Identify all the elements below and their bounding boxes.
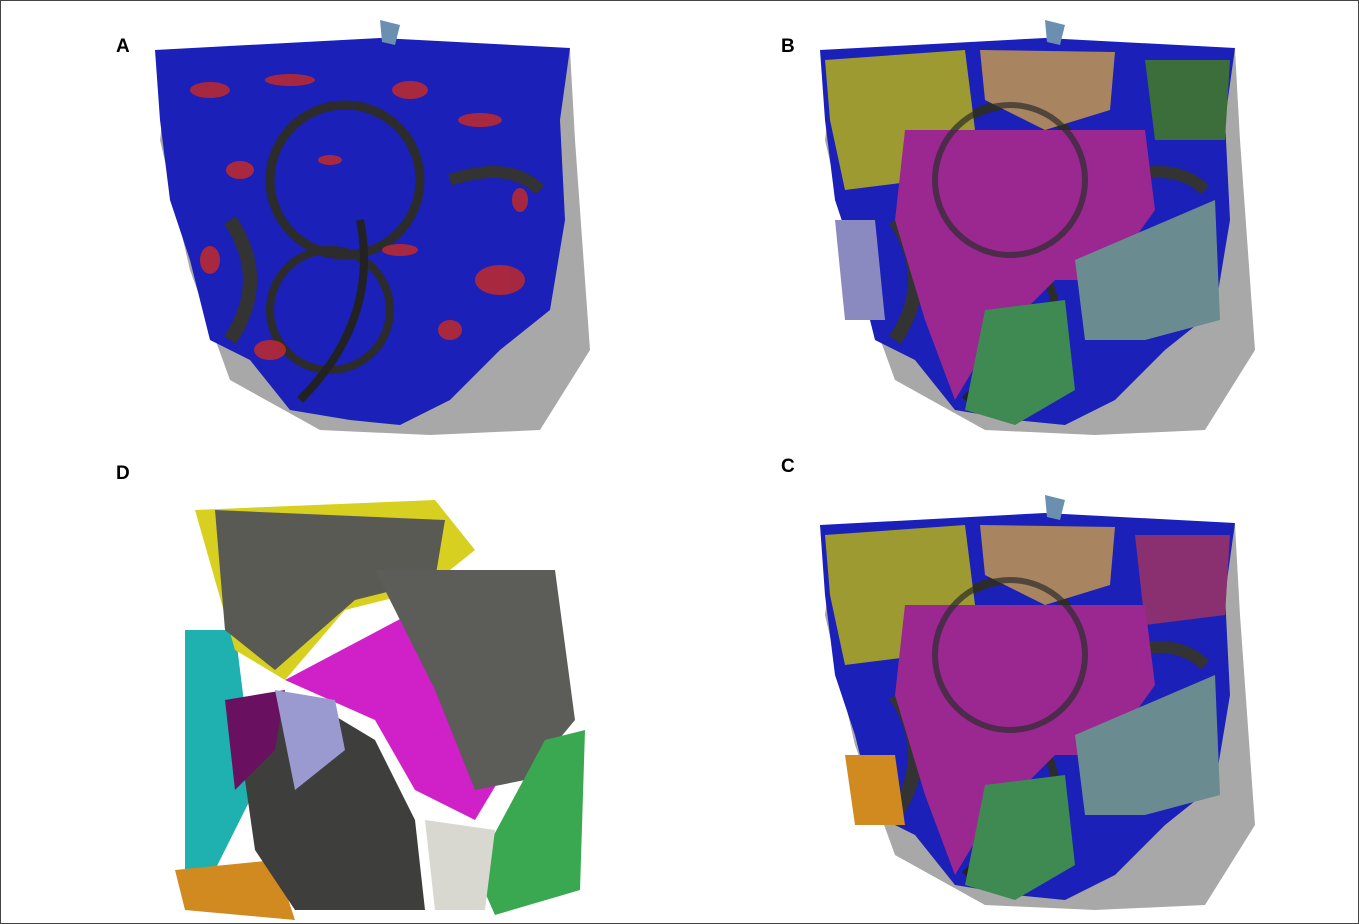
panel-label: C	[781, 456, 795, 477]
panel-label: D	[116, 463, 130, 484]
panel-label: B	[781, 36, 795, 57]
panel-label: A	[116, 36, 130, 57]
figure: A B D C	[0, 0, 1359, 924]
page: {"panels": [{"label": "A"}, {"label": "B…	[0, 0, 1359, 924]
